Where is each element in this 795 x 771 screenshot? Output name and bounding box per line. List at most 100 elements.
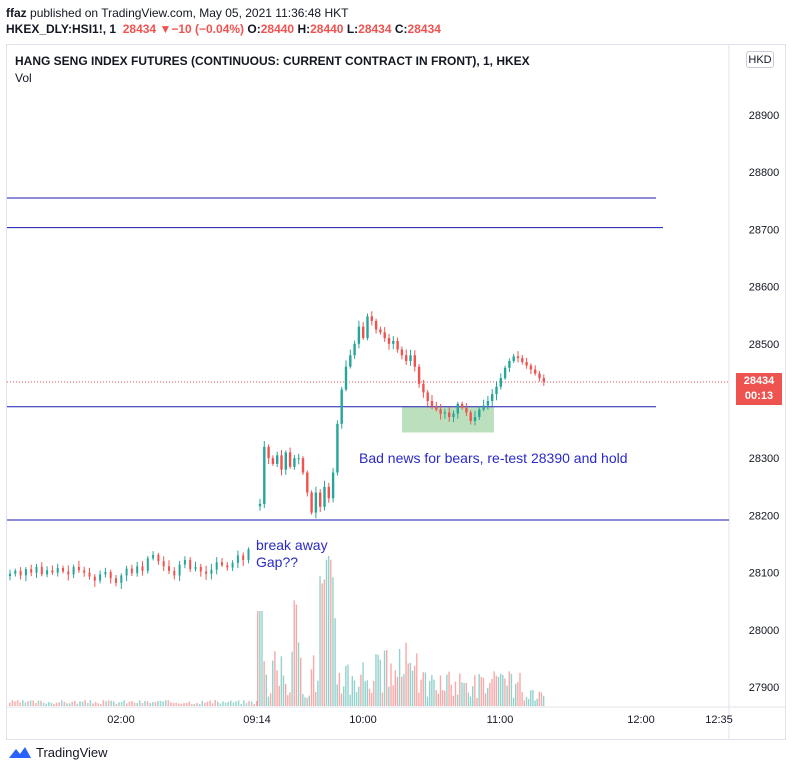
candle-body <box>205 571 208 574</box>
tradingview-brand[interactable]: TradingView <box>8 744 108 760</box>
volume-bar <box>396 676 399 706</box>
candle-body <box>525 362 528 366</box>
candle-body <box>344 366 348 390</box>
volume-bar <box>289 692 291 706</box>
candle-body <box>396 340 399 350</box>
candle-body <box>168 566 170 571</box>
volume-bar <box>431 675 433 706</box>
volume-bar <box>536 698 538 706</box>
published-text: published on TradingView.com, May 05, 20… <box>30 6 349 20</box>
candle-body <box>538 373 541 379</box>
volume-bar <box>355 692 358 706</box>
volume-bar <box>338 672 341 706</box>
volume-bar <box>128 701 131 706</box>
volume-bar <box>198 703 201 706</box>
volume-bar <box>53 703 55 706</box>
close-value: 28434 <box>407 22 441 36</box>
volume-bar <box>456 694 459 706</box>
volume-bar <box>261 611 263 706</box>
candle-body <box>99 574 102 581</box>
volume-bar <box>89 700 92 706</box>
volume-bar <box>24 702 27 706</box>
high-value: 28440 <box>310 22 344 36</box>
volume-bar <box>437 693 439 706</box>
candle-body <box>242 555 245 561</box>
candle-body <box>319 492 322 507</box>
chart-annotation[interactable]: Bad news for bears, re-test 28390 and ho… <box>359 450 628 466</box>
candle-body <box>56 568 59 573</box>
x-tick-label: 12:00 <box>627 714 655 726</box>
chart-annotation[interactable]: break away <box>256 537 328 553</box>
open-label: O: <box>247 22 261 36</box>
candle-body <box>40 566 43 575</box>
candle-body <box>405 355 408 361</box>
candle-body <box>109 572 112 579</box>
candle-body <box>19 570 22 576</box>
volume-bar <box>126 703 128 706</box>
candle-body <box>35 566 38 573</box>
volume-bar <box>448 671 450 706</box>
author-name: ffaz <box>6 6 27 20</box>
candle-body <box>280 455 283 470</box>
candle-body <box>93 576 96 581</box>
y-tick-label: 28500 <box>749 339 780 351</box>
volume-bar <box>131 701 133 706</box>
y-tick-label: 28100 <box>749 568 780 580</box>
volume-bar <box>327 555 330 706</box>
candle-body <box>456 403 459 414</box>
volume-bar <box>366 680 369 706</box>
volume-bar <box>463 683 465 706</box>
volume-bar <box>519 672 521 706</box>
volume-bar <box>407 663 409 706</box>
volume-bar <box>170 702 172 706</box>
volume-bar <box>523 700 525 706</box>
volume-bar <box>50 702 53 706</box>
candle-body <box>88 572 91 577</box>
y-tick-label: 28000 <box>749 625 780 637</box>
volume-bar <box>183 703 185 706</box>
candle-body <box>152 554 155 559</box>
volume-bar <box>263 661 265 706</box>
volume-bar <box>243 700 245 706</box>
candle-body <box>173 570 176 576</box>
volume-bar <box>315 692 317 706</box>
candle-body <box>236 555 239 563</box>
volume-bar <box>336 684 338 706</box>
candle-body <box>146 558 149 571</box>
volume-bar <box>110 700 112 706</box>
volume-bar <box>525 696 528 706</box>
x-tick-label: 10:00 <box>349 714 377 726</box>
volume-bar <box>484 693 487 706</box>
volume-bar <box>22 700 24 706</box>
volume-bar <box>444 690 446 706</box>
candle-body <box>486 401 490 406</box>
volume-bar <box>538 691 541 706</box>
candle-body <box>288 452 292 467</box>
volume-bar <box>227 701 229 706</box>
candle-body <box>392 340 395 344</box>
chart-annotation[interactable]: Gap?? <box>256 554 298 570</box>
volume-bar <box>276 670 278 706</box>
candle-body <box>62 568 64 572</box>
candle-body <box>194 566 197 570</box>
chart-frame[interactable] <box>6 44 786 740</box>
volume-bar <box>146 701 149 706</box>
chart-title: HANG SENG INDEX FUTURES (CONTINUOUS: CUR… <box>15 54 530 68</box>
volume-bar <box>272 660 274 706</box>
candle-body <box>542 378 545 382</box>
volume-bar <box>394 670 396 706</box>
volume-bar <box>240 703 242 706</box>
volume-bar <box>245 703 248 706</box>
x-tick-label: 11:00 <box>487 714 514 726</box>
last-price-tag: 28434 00:13 <box>736 373 782 405</box>
volume-bar <box>256 701 258 706</box>
volume-legend: Vol <box>15 71 32 85</box>
volume-bar <box>375 654 377 706</box>
volume-bar <box>398 649 401 706</box>
candle-body <box>130 568 133 574</box>
volume-bar <box>180 703 183 706</box>
volume-bar <box>278 685 280 706</box>
currency-badge[interactable]: HKD <box>746 51 774 68</box>
candle-body <box>439 409 442 414</box>
